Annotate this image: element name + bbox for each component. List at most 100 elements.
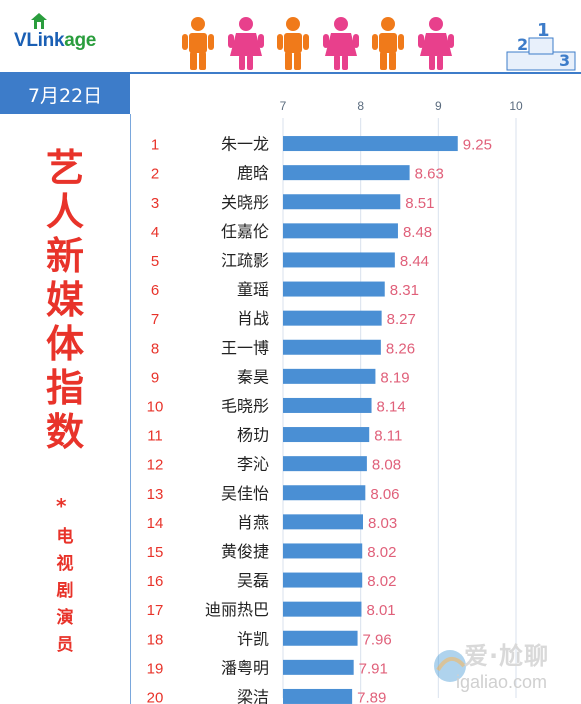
value-label: 8.08 (372, 457, 401, 474)
rank-label: 20 (147, 689, 164, 704)
actor-name-label: 童瑶 (237, 280, 269, 299)
bar (283, 165, 410, 181)
value-label: 8.48 (403, 224, 432, 241)
value-label: 7.89 (357, 689, 386, 704)
rank-label: 8 (151, 340, 159, 357)
podium-number-2: 2 (517, 35, 528, 54)
female-person-icon (323, 17, 359, 70)
value-label: 8.19 (380, 369, 409, 386)
title-char: 人 (45, 190, 84, 234)
value-label: 7.91 (359, 660, 388, 677)
actor-name-label: 肖战 (237, 309, 269, 328)
watermark-subtext: igaliao.com (456, 672, 548, 692)
actor-name-label: 肖燕 (237, 513, 269, 532)
bar (283, 688, 353, 704)
rank-label: 2 (151, 166, 159, 183)
subtitle-char: 剧 (56, 581, 74, 601)
bar (283, 543, 363, 559)
x-tick-label: 10 (509, 99, 523, 113)
header-banner: VLinkage 2 1 3 (0, 0, 581, 72)
actor-name-label: 许凯 (237, 629, 269, 648)
rank-label: 5 (151, 253, 159, 270)
rank-label: 15 (147, 544, 164, 561)
actor-name-label: 鹿晗 (237, 164, 269, 183)
rank-label: 12 (147, 457, 164, 474)
title-char: 新 (45, 234, 84, 278)
x-tick-label: 9 (435, 99, 442, 113)
actor-name-label: 迪丽热巴 (205, 600, 269, 619)
title-char: 指 (45, 366, 84, 410)
actor-name-label: 黄俊捷 (221, 542, 269, 561)
title-char: 艺 (45, 146, 84, 190)
bar (283, 194, 401, 210)
bar (283, 514, 363, 530)
actor-name-label: 杨玏 (237, 426, 269, 445)
bar (283, 252, 395, 268)
subtitle-char: 员 (56, 635, 74, 655)
actor-name-label: 梁洁 (237, 687, 269, 704)
rank-label: 10 (147, 398, 164, 415)
x-tick-label: 7 (280, 99, 287, 113)
logo-suffix: age (64, 30, 97, 51)
rank-label: 6 (151, 282, 159, 299)
rank-label: 11 (147, 428, 163, 445)
bar (283, 659, 354, 675)
logo-prefix: VLink (14, 30, 65, 51)
value-label: 8.26 (386, 340, 415, 357)
rank-label: 18 (147, 631, 164, 648)
bar (283, 223, 398, 239)
value-label: 8.11 (374, 428, 402, 445)
rank-label: 14 (147, 515, 164, 532)
title-asterisk: * (56, 494, 67, 518)
bar (283, 630, 358, 646)
subtitle-char: 演 (56, 608, 74, 628)
actor-name-label: 任嘉伦 (221, 222, 269, 241)
subtitle-char: 电 (56, 527, 74, 547)
bar (283, 397, 372, 413)
title-char: 数 (45, 410, 84, 454)
watermark-logo-icon (434, 650, 466, 682)
value-label: 8.01 (366, 602, 395, 619)
actor-name-label: 江疏影 (221, 251, 269, 270)
bar (283, 485, 366, 501)
actor-name-label: 王一博 (221, 338, 269, 357)
rank-label: 4 (151, 224, 159, 241)
title-char: 体 (45, 322, 84, 366)
chart-area: 7 8 9 10 1 朱一龙 9.25 2 鹿晗 8.63 3 关晓彤 8.51 4 任嘉伦 8.48 5 江疏影… (130, 99, 581, 704)
bar (283, 572, 363, 588)
rank-label: 17 (147, 602, 164, 619)
vertical-subtitle: 电 视 剧 演 员 (0, 524, 130, 659)
male-person-icon (277, 17, 309, 70)
bar (283, 427, 370, 443)
date-label: 7月22日 (0, 74, 130, 114)
ranking-bar-chart: 7 8 9 10 1 朱一龙 9.25 2 鹿晗 8.63 3 关晓彤 8.51 4 任嘉伦 8.48 5 江疏影… (147, 99, 523, 704)
bar (283, 281, 385, 297)
x-tick-label: 8 (357, 99, 364, 113)
actor-name-label: 朱一龙 (221, 135, 269, 154)
value-label: 8.51 (405, 195, 434, 212)
actor-name-label: 潘粤明 (221, 658, 269, 677)
female-person-icon (418, 17, 454, 70)
podium-number-1: 1 (537, 20, 550, 41)
vertical-title: 艺 人 新 媒 体 指 数 (0, 146, 130, 454)
rank-label: 13 (147, 486, 164, 503)
value-label: 8.31 (390, 282, 419, 299)
actor-name-label: 吴磊 (237, 571, 269, 590)
value-label: 8.02 (367, 544, 396, 561)
rank-label: 19 (147, 660, 164, 677)
value-label: 8.02 (367, 573, 396, 590)
male-person-icon (182, 17, 214, 70)
value-label: 9.25 (463, 137, 492, 154)
watermark-text: 爱·尬聊 (464, 642, 550, 670)
value-label: 8.03 (368, 515, 397, 532)
rank-label: 9 (151, 369, 159, 386)
logo-house-icon (31, 13, 47, 29)
subtitle-char: 视 (56, 554, 74, 574)
rank-label: 3 (151, 195, 159, 212)
value-label: 8.14 (377, 398, 406, 415)
male-person-icon (372, 17, 404, 70)
actor-name-label: 李沁 (237, 455, 269, 474)
rank-label: 16 (147, 573, 164, 590)
value-label: 8.63 (415, 166, 444, 183)
value-label: 8.06 (370, 486, 399, 503)
